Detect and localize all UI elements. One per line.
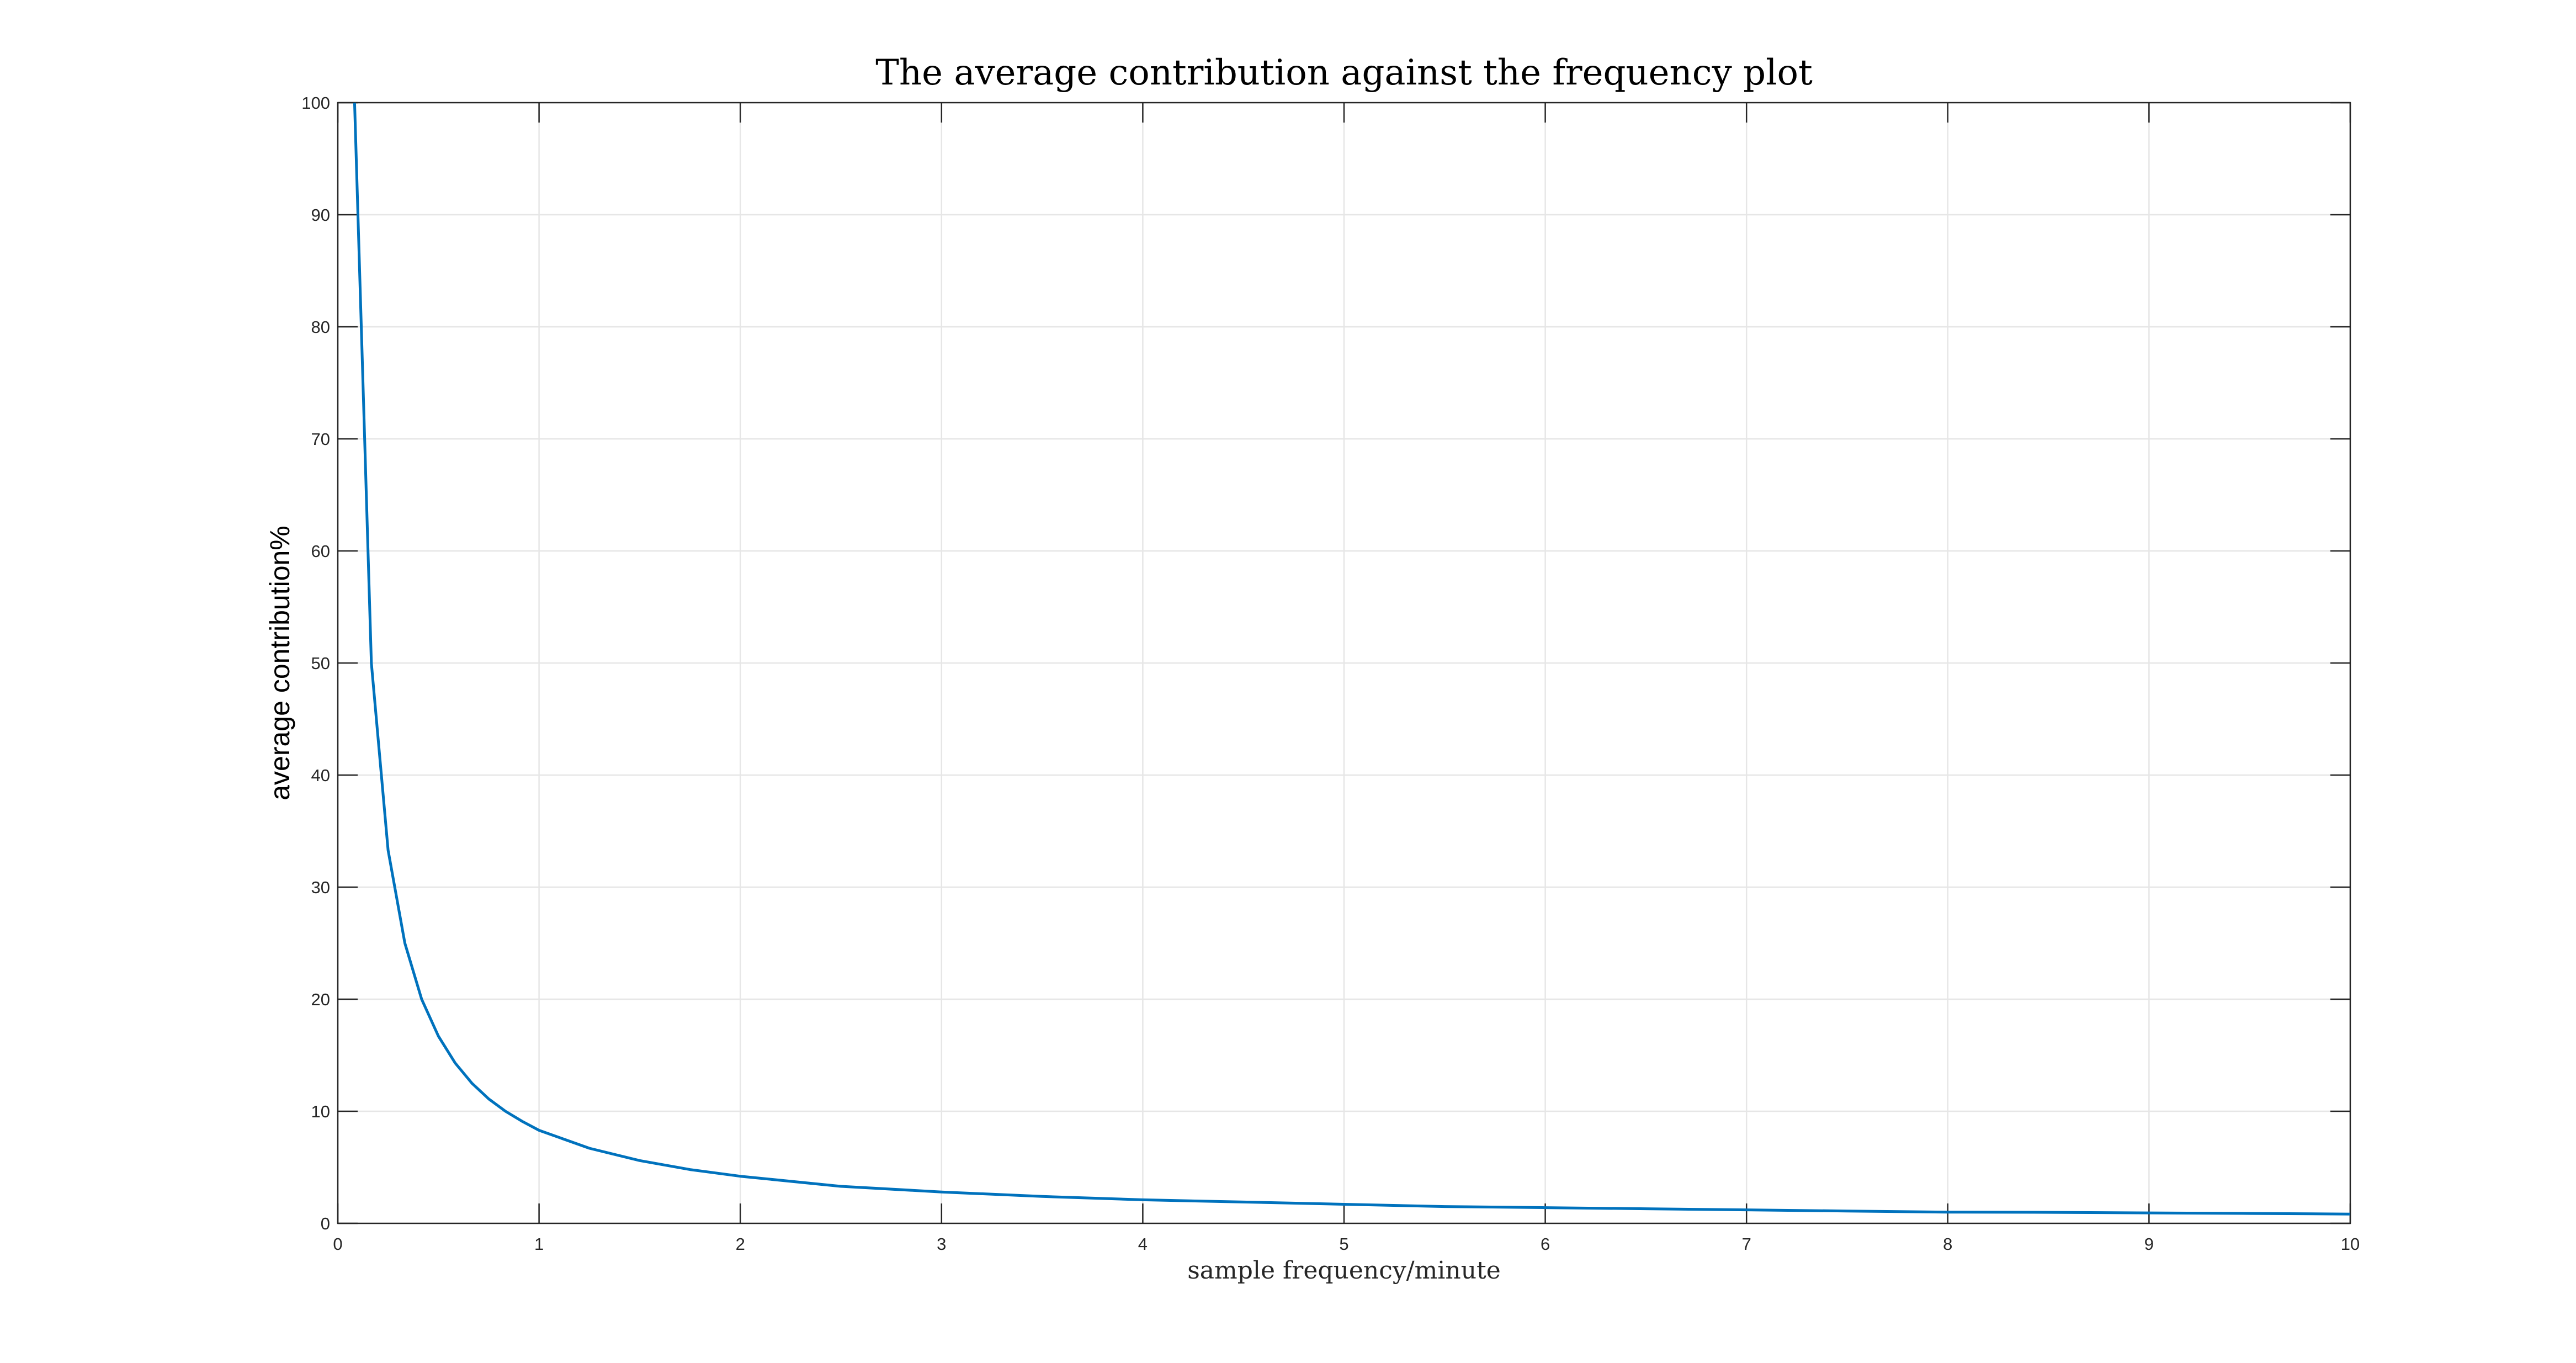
x-tick-label: 5 — [1339, 1234, 1348, 1254]
x-tick-label: 9 — [2144, 1234, 2154, 1254]
x-tick-label: 8 — [1943, 1234, 1952, 1254]
y-tick-label: 70 — [311, 429, 330, 449]
x-axis-label: sample frequency/minute — [1187, 1256, 1501, 1285]
tick-marks — [337, 102, 2351, 1224]
y-tick-labels: 0 10 20 30 40 50 60 70 80 90 100 — [301, 93, 330, 1233]
y-tick-label: 100 — [301, 93, 330, 113]
grid-lines — [337, 102, 2351, 1224]
x-tick-labels: 0 1 2 3 4 5 6 7 8 9 10 — [333, 1234, 2360, 1254]
x-tick-label: 6 — [1541, 1234, 1550, 1254]
y-tick-label: 50 — [311, 654, 330, 673]
x-tick-label: 1 — [534, 1234, 544, 1254]
y-tick-label: 40 — [311, 766, 330, 785]
y-tick-label: 10 — [311, 1102, 330, 1121]
y-axis-label: average contribution% — [264, 526, 295, 800]
x-tick-label: 0 — [333, 1234, 342, 1254]
y-tick-label: 60 — [311, 542, 330, 561]
y-tick-label: 90 — [311, 205, 330, 225]
y-tick-label: 0 — [321, 1214, 330, 1233]
x-tick-label: 4 — [1138, 1234, 1148, 1254]
y-tick-label: 20 — [311, 990, 330, 1009]
x-tick-label: 3 — [937, 1234, 946, 1254]
chart-title: The average contribution against the fre… — [875, 52, 1813, 93]
x-tick-label: 2 — [736, 1234, 745, 1254]
y-tick-label: 80 — [311, 317, 330, 337]
series-line — [353, 102, 2351, 1216]
x-tick-label: 10 — [2341, 1234, 2360, 1254]
x-tick-label: 7 — [1742, 1234, 1751, 1254]
series-layer — [353, 102, 2351, 1216]
y-tick-label: 30 — [311, 878, 330, 897]
